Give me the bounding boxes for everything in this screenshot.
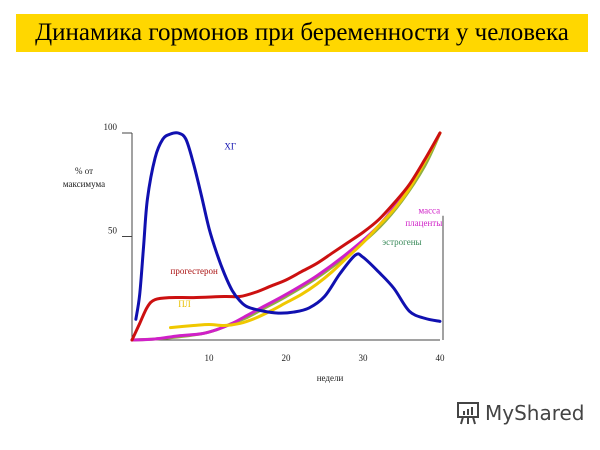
y-tick-label: 50 xyxy=(108,226,118,236)
slide-title: Динамика гормонов при беременности у чел… xyxy=(16,14,588,52)
presentation-icon xyxy=(457,402,479,425)
series-line-2 xyxy=(169,131,442,330)
x-tick-label: 40 xyxy=(436,353,446,363)
y-axis-label-line1: % от xyxy=(75,166,93,176)
series-label: ХГ xyxy=(224,142,236,152)
watermark-text: MyShared xyxy=(485,401,585,425)
series-label: плаценты xyxy=(405,218,442,228)
series-label: ПЛ xyxy=(178,299,191,309)
series-line-1 xyxy=(130,131,442,342)
series-label: прогестерон xyxy=(171,266,219,276)
series-label: эстрогены xyxy=(382,237,421,247)
watermark-logo: MyShared xyxy=(455,400,585,426)
series-label: масса xyxy=(418,206,440,216)
y-tick-label: 100 xyxy=(104,122,118,132)
series-line-0 xyxy=(134,131,442,323)
x-tick-label: 30 xyxy=(359,353,369,363)
x-tick-label: 10 xyxy=(205,353,215,363)
x-axis-label: недели xyxy=(317,373,344,383)
x-tick-label: 20 xyxy=(282,353,292,363)
y-axis-label-line2: максимума xyxy=(63,179,105,189)
